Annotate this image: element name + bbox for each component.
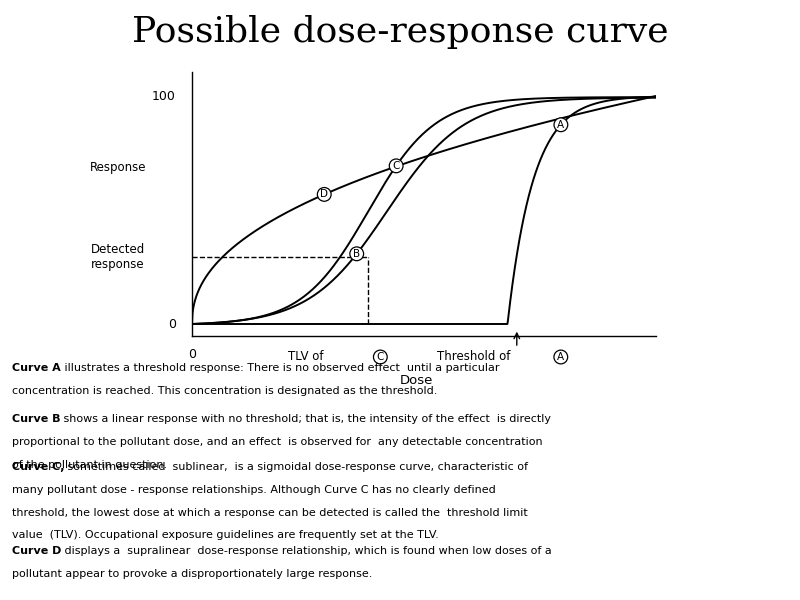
Text: Curve A: Curve A bbox=[12, 363, 61, 373]
Text: Curve D: Curve D bbox=[12, 546, 62, 556]
Text: Curve C,: Curve C, bbox=[12, 462, 65, 472]
Text: displays a  supralinear  dose-response relationship, which is found when low dos: displays a supralinear dose-response rel… bbox=[62, 546, 552, 556]
Text: C: C bbox=[377, 352, 384, 362]
Text: Dose: Dose bbox=[399, 374, 433, 388]
Text: sometimes called  sublinear,  is a sigmoidal dose-response curve, characteristic: sometimes called sublinear, is a sigmoid… bbox=[65, 462, 529, 472]
Text: TLV of: TLV of bbox=[288, 350, 324, 364]
Text: A: A bbox=[558, 120, 565, 130]
Text: 100: 100 bbox=[152, 89, 176, 103]
Text: threshold, the lowest dose at which a response can be detected is called the  th: threshold, the lowest dose at which a re… bbox=[12, 508, 528, 518]
Text: of the pollutant in question.: of the pollutant in question. bbox=[12, 460, 167, 470]
Text: Detected
response: Detected response bbox=[90, 243, 145, 271]
Text: Curve B: Curve B bbox=[12, 414, 61, 424]
Text: Response: Response bbox=[90, 161, 146, 175]
Text: 0: 0 bbox=[168, 317, 176, 331]
Text: pollutant appear to provoke a disproportionately large response.: pollutant appear to provoke a disproport… bbox=[12, 569, 372, 579]
Text: D: D bbox=[320, 190, 328, 199]
Text: many pollutant dose - response relationships. Although Curve C has no clearly de: many pollutant dose - response relations… bbox=[12, 485, 496, 495]
Text: Possible dose-response curve: Possible dose-response curve bbox=[132, 15, 668, 49]
Text: concentration is reached. This concentration is designated as the threshold.: concentration is reached. This concentra… bbox=[12, 386, 438, 396]
Text: B: B bbox=[353, 249, 360, 259]
Text: C: C bbox=[393, 161, 400, 171]
Text: 0: 0 bbox=[188, 348, 196, 361]
Text: proportional to the pollutant dose, and an effect  is observed for  any detectab: proportional to the pollutant dose, and … bbox=[12, 437, 542, 447]
Text: illustrates a threshold response: There is no observed effect  until a particula: illustrates a threshold response: There … bbox=[61, 363, 499, 373]
Text: value  (TLV). Occupational exposure guidelines are frequently set at the TLV.: value (TLV). Occupational exposure guide… bbox=[12, 530, 438, 541]
Text: A: A bbox=[558, 352, 564, 362]
Text: shows a linear response with no threshold; that is, the intensity of the effect : shows a linear response with no threshol… bbox=[61, 414, 551, 424]
Text: Threshold of: Threshold of bbox=[437, 350, 510, 364]
